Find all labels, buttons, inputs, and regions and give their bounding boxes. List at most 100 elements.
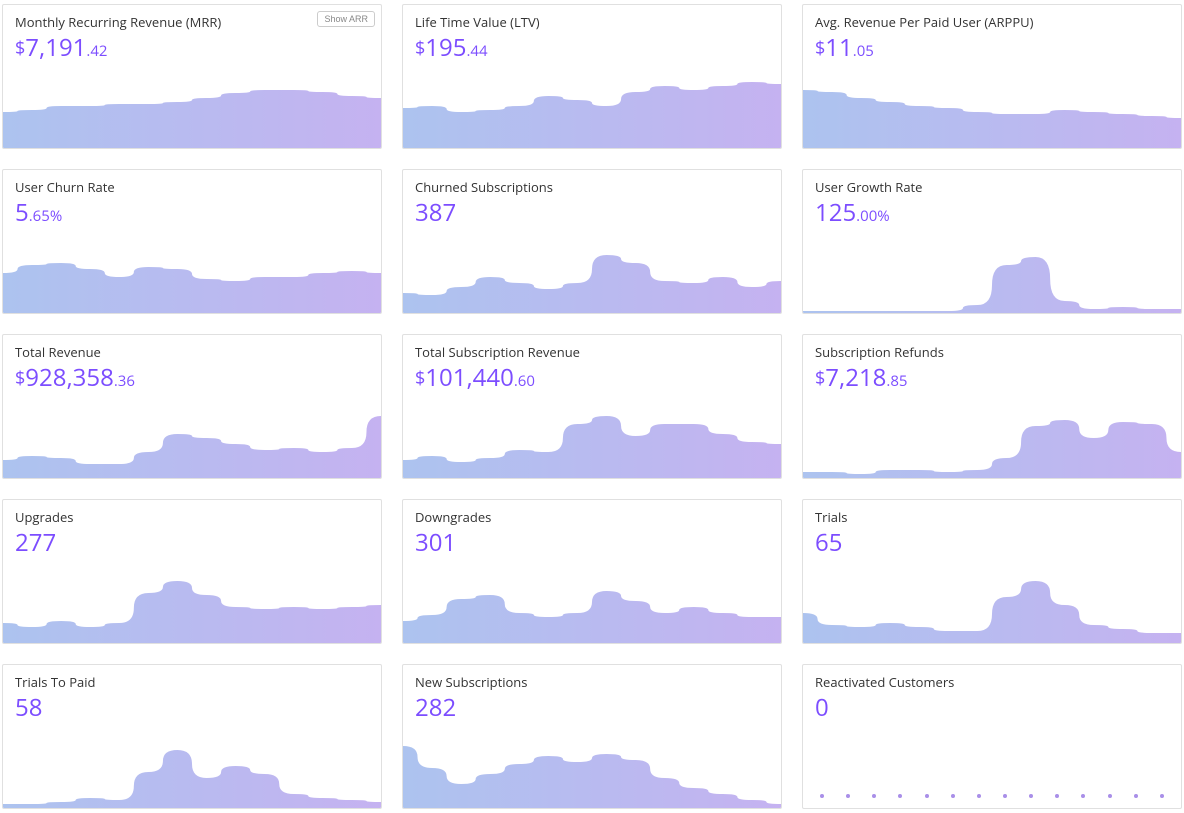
- metric-minor: .65%: [29, 206, 63, 226]
- card-title: Trials: [815, 510, 1169, 526]
- card-header: Avg. Revenue Per Paid User (ARPPU) $11.05: [803, 5, 1181, 63]
- metric-major: 5: [15, 196, 29, 229]
- metric-value: 277: [15, 530, 369, 556]
- card-header: Reactivated Customers 0: [803, 665, 1181, 723]
- metric-minor: .44: [466, 41, 487, 61]
- card-title: Upgrades: [15, 510, 369, 526]
- dot: [925, 794, 929, 798]
- sparkline: [803, 68, 1181, 148]
- show-arr-button[interactable]: Show ARR: [317, 11, 375, 27]
- dot: [1108, 794, 1112, 798]
- metric-card-sub-revenue[interactable]: Total Subscription Revenue$101,440.60: [402, 334, 782, 479]
- dot: [846, 794, 850, 798]
- card-header: User Churn Rate5.65%: [3, 170, 381, 228]
- sparkline: [803, 398, 1181, 478]
- sparkline: [403, 68, 781, 148]
- dot: [1134, 794, 1138, 798]
- metric-minor: .00%: [856, 206, 890, 226]
- metric-card-refunds[interactable]: Subscription Refunds $7,218.85: [802, 334, 1182, 479]
- metric-card-growth[interactable]: User Growth Rate125.00%: [802, 169, 1182, 314]
- sparkline: [3, 68, 381, 148]
- metric-value: $928,358.36: [15, 365, 369, 391]
- metric-prefix: $: [815, 366, 825, 390]
- metric-major: 301: [415, 526, 456, 559]
- metric-value: 58: [15, 695, 369, 721]
- metric-card-reactivated[interactable]: Reactivated Customers 0: [802, 664, 1182, 809]
- metric-value: 387: [415, 200, 769, 226]
- metric-card-mrr[interactable]: Monthly Recurring Revenue (MRR)$7,191.42…: [2, 4, 382, 149]
- metric-card-new-subs[interactable]: New Subscriptions282: [402, 664, 782, 809]
- sparkline: [403, 233, 781, 313]
- metric-card-ltv[interactable]: Life Time Value (LTV) $195.44: [402, 4, 782, 149]
- metric-value: 125.00%: [815, 200, 1169, 226]
- card-title: Reactivated Customers: [815, 675, 1169, 691]
- card-title: Total Revenue: [15, 345, 369, 361]
- metric-prefix: $: [415, 366, 425, 390]
- dot: [820, 794, 824, 798]
- card-title: Subscription Refunds: [815, 345, 1169, 361]
- metric-card-upgrades[interactable]: Upgrades277: [2, 499, 382, 644]
- metric-card-arppu[interactable]: Avg. Revenue Per Paid User (ARPPU) $11.05: [802, 4, 1182, 149]
- metric-major: 195: [425, 31, 466, 64]
- metric-prefix: $: [415, 36, 425, 60]
- card-title: User Churn Rate: [15, 180, 369, 196]
- metrics-grid: Monthly Recurring Revenue (MRR)$7,191.42…: [2, 4, 1182, 809]
- card-header: Churned Subscriptions387: [403, 170, 781, 228]
- card-header: Trials65: [803, 500, 1181, 558]
- dot: [898, 794, 902, 798]
- metric-major: 387: [415, 196, 456, 229]
- sparkline-dots: [803, 794, 1181, 798]
- metric-value: $7,218.85: [815, 365, 1169, 391]
- sparkline: [803, 233, 1181, 313]
- metric-minor: .36: [114, 371, 135, 391]
- metric-prefix: $: [815, 36, 825, 60]
- dot: [1055, 794, 1059, 798]
- card-header: Total Subscription Revenue$101,440.60: [403, 335, 781, 393]
- metric-minor: .85: [886, 371, 907, 391]
- metric-value: $195.44: [415, 35, 769, 61]
- sparkline: [403, 398, 781, 478]
- dot: [872, 794, 876, 798]
- metric-major: 11: [825, 31, 852, 64]
- card-title: Churned Subscriptions: [415, 180, 769, 196]
- metric-prefix: $: [15, 36, 25, 60]
- metric-minor: .60: [514, 371, 535, 391]
- metric-minor: .05: [853, 41, 874, 61]
- sparkline: [3, 398, 381, 478]
- card-header: Life Time Value (LTV) $195.44: [403, 5, 781, 63]
- metric-major: 928,358: [25, 361, 114, 394]
- sparkline: [3, 728, 381, 808]
- metric-major: 125: [815, 196, 856, 229]
- metric-major: 277: [15, 526, 56, 559]
- sparkline: [3, 563, 381, 643]
- card-header: Total Revenue $928,358.36: [3, 335, 381, 393]
- sparkline: [403, 728, 781, 808]
- metric-card-trials[interactable]: Trials65: [802, 499, 1182, 644]
- card-header: User Growth Rate125.00%: [803, 170, 1181, 228]
- card-header: Trials To Paid58: [3, 665, 381, 723]
- metric-major: 7,218: [825, 361, 886, 394]
- metric-card-churn[interactable]: User Churn Rate5.65%: [2, 169, 382, 314]
- dot: [1160, 794, 1164, 798]
- metric-card-downgrades[interactable]: Downgrades301: [402, 499, 782, 644]
- card-title: Avg. Revenue Per Paid User (ARPPU): [815, 15, 1169, 31]
- metric-value: 65: [815, 530, 1169, 556]
- card-title: Life Time Value (LTV): [415, 15, 769, 31]
- metric-prefix: $: [15, 366, 25, 390]
- metric-card-churned-subs[interactable]: Churned Subscriptions387: [402, 169, 782, 314]
- metric-major: 7,191: [25, 31, 86, 64]
- metric-card-trials-to-paid[interactable]: Trials To Paid58: [2, 664, 382, 809]
- card-title: New Subscriptions: [415, 675, 769, 691]
- dot: [1003, 794, 1007, 798]
- dot: [1029, 794, 1033, 798]
- metric-minor: .42: [86, 41, 107, 61]
- metric-card-total-revenue[interactable]: Total Revenue $928,358.36: [2, 334, 382, 479]
- metric-value: $11.05: [815, 35, 1169, 61]
- card-title: Total Subscription Revenue: [415, 345, 769, 361]
- card-title: Downgrades: [415, 510, 769, 526]
- metric-value: 5.65%: [15, 200, 369, 226]
- metric-major: 65: [815, 526, 842, 559]
- card-header: New Subscriptions282: [403, 665, 781, 723]
- dot: [977, 794, 981, 798]
- metric-value: 0: [815, 695, 1169, 721]
